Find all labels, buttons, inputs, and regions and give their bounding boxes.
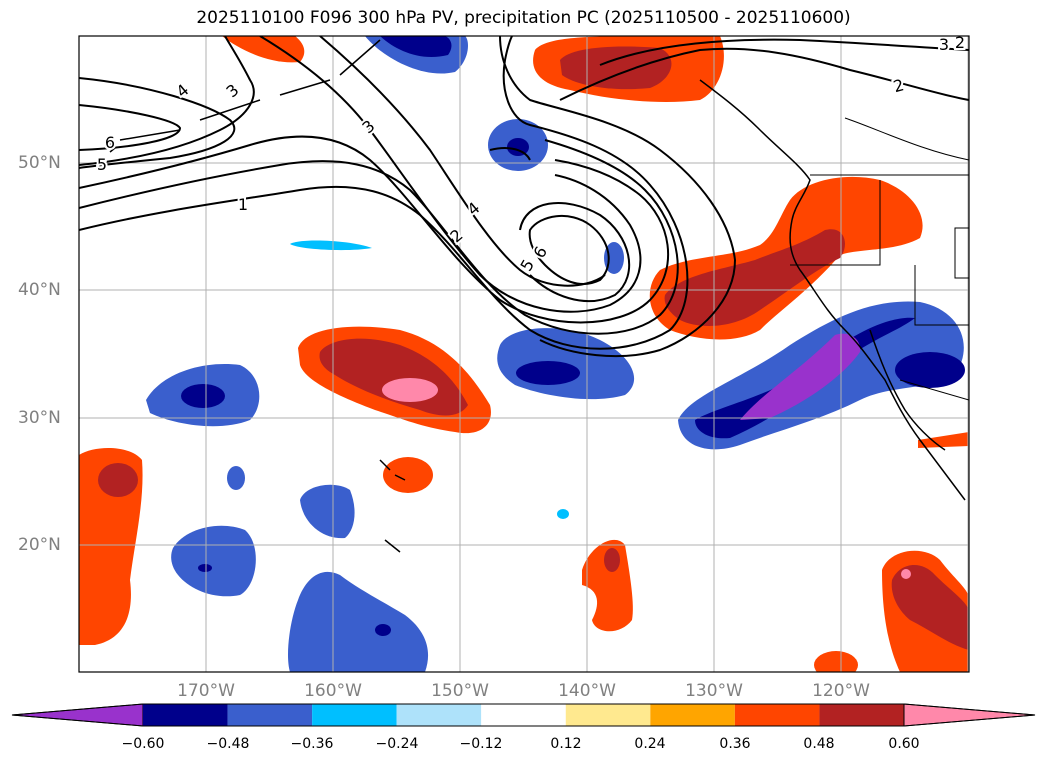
colorbar-segment [396, 704, 482, 726]
colorbar-segment [227, 704, 313, 726]
contour-label: 2 [446, 225, 466, 246]
colorbar-extend-low [11, 703, 144, 727]
lon-label: 150°W [431, 681, 489, 701]
gridlines [79, 36, 969, 672]
contour-label: 3 [222, 80, 242, 101]
contour-label: 5 [97, 155, 107, 174]
lon-label: 140°W [558, 681, 616, 701]
colorbar-tick: 0.24 [634, 736, 666, 752]
colorbar-segment [481, 704, 566, 726]
coastlines [104, 39, 966, 553]
lon-label: 160°W [304, 681, 362, 701]
contour-label: 6 [529, 243, 551, 261]
colorbar-segment [650, 704, 735, 726]
colorbar-segment [819, 704, 904, 726]
colorbar-tick: 0.36 [719, 736, 751, 752]
colorbar-segment [565, 704, 651, 726]
colorbar-tick: 0.60 [888, 736, 920, 752]
contour-label: 5 [516, 256, 538, 274]
contour-label: 2 [955, 33, 965, 52]
colorbar-tick: 0.48 [803, 736, 835, 752]
contour-label: 3 [939, 35, 949, 54]
map-frame [78, 35, 970, 673]
colorbar [11, 703, 1036, 727]
contour-label: 3 [358, 116, 378, 137]
pv-contours [79, 36, 969, 358]
map-title: 2025110100 F096 300 hPa PV, precipitatio… [196, 8, 851, 28]
positive-precip-areas [79, 36, 969, 672]
colorbar-tick: 0.12 [550, 736, 582, 752]
colorbar-tick: −0.48 [206, 736, 250, 752]
colorbar-segment [143, 704, 228, 726]
colorbar-tick: −0.12 [459, 736, 503, 752]
contour-label: 6 [105, 133, 115, 152]
contour-label: 1 [238, 195, 248, 214]
colorbar-tick: −0.36 [290, 736, 334, 752]
contour-label: 4 [172, 80, 192, 101]
colorbar-segment [312, 704, 397, 726]
lat-label: 50°N [18, 153, 61, 173]
colorbar-outline [11, 703, 1036, 727]
colorbar-tick: −0.60 [121, 736, 165, 752]
colorbar-segment [734, 704, 820, 726]
lat-label: 40°N [18, 280, 61, 300]
contour-label: 2 [891, 75, 906, 96]
lon-label: 130°W [685, 681, 743, 701]
political-borders [790, 117, 969, 401]
colorbar-extend-high [903, 703, 1036, 727]
negative-precip-areas [146, 36, 965, 672]
lat-label: 30°N [18, 408, 61, 428]
lat-label: 20°N [18, 535, 61, 555]
lon-label: 120°W [812, 681, 870, 701]
contour-label: 4 [463, 198, 483, 219]
colorbar-tick: −0.24 [375, 736, 419, 752]
lon-label: 170°W [177, 681, 235, 701]
